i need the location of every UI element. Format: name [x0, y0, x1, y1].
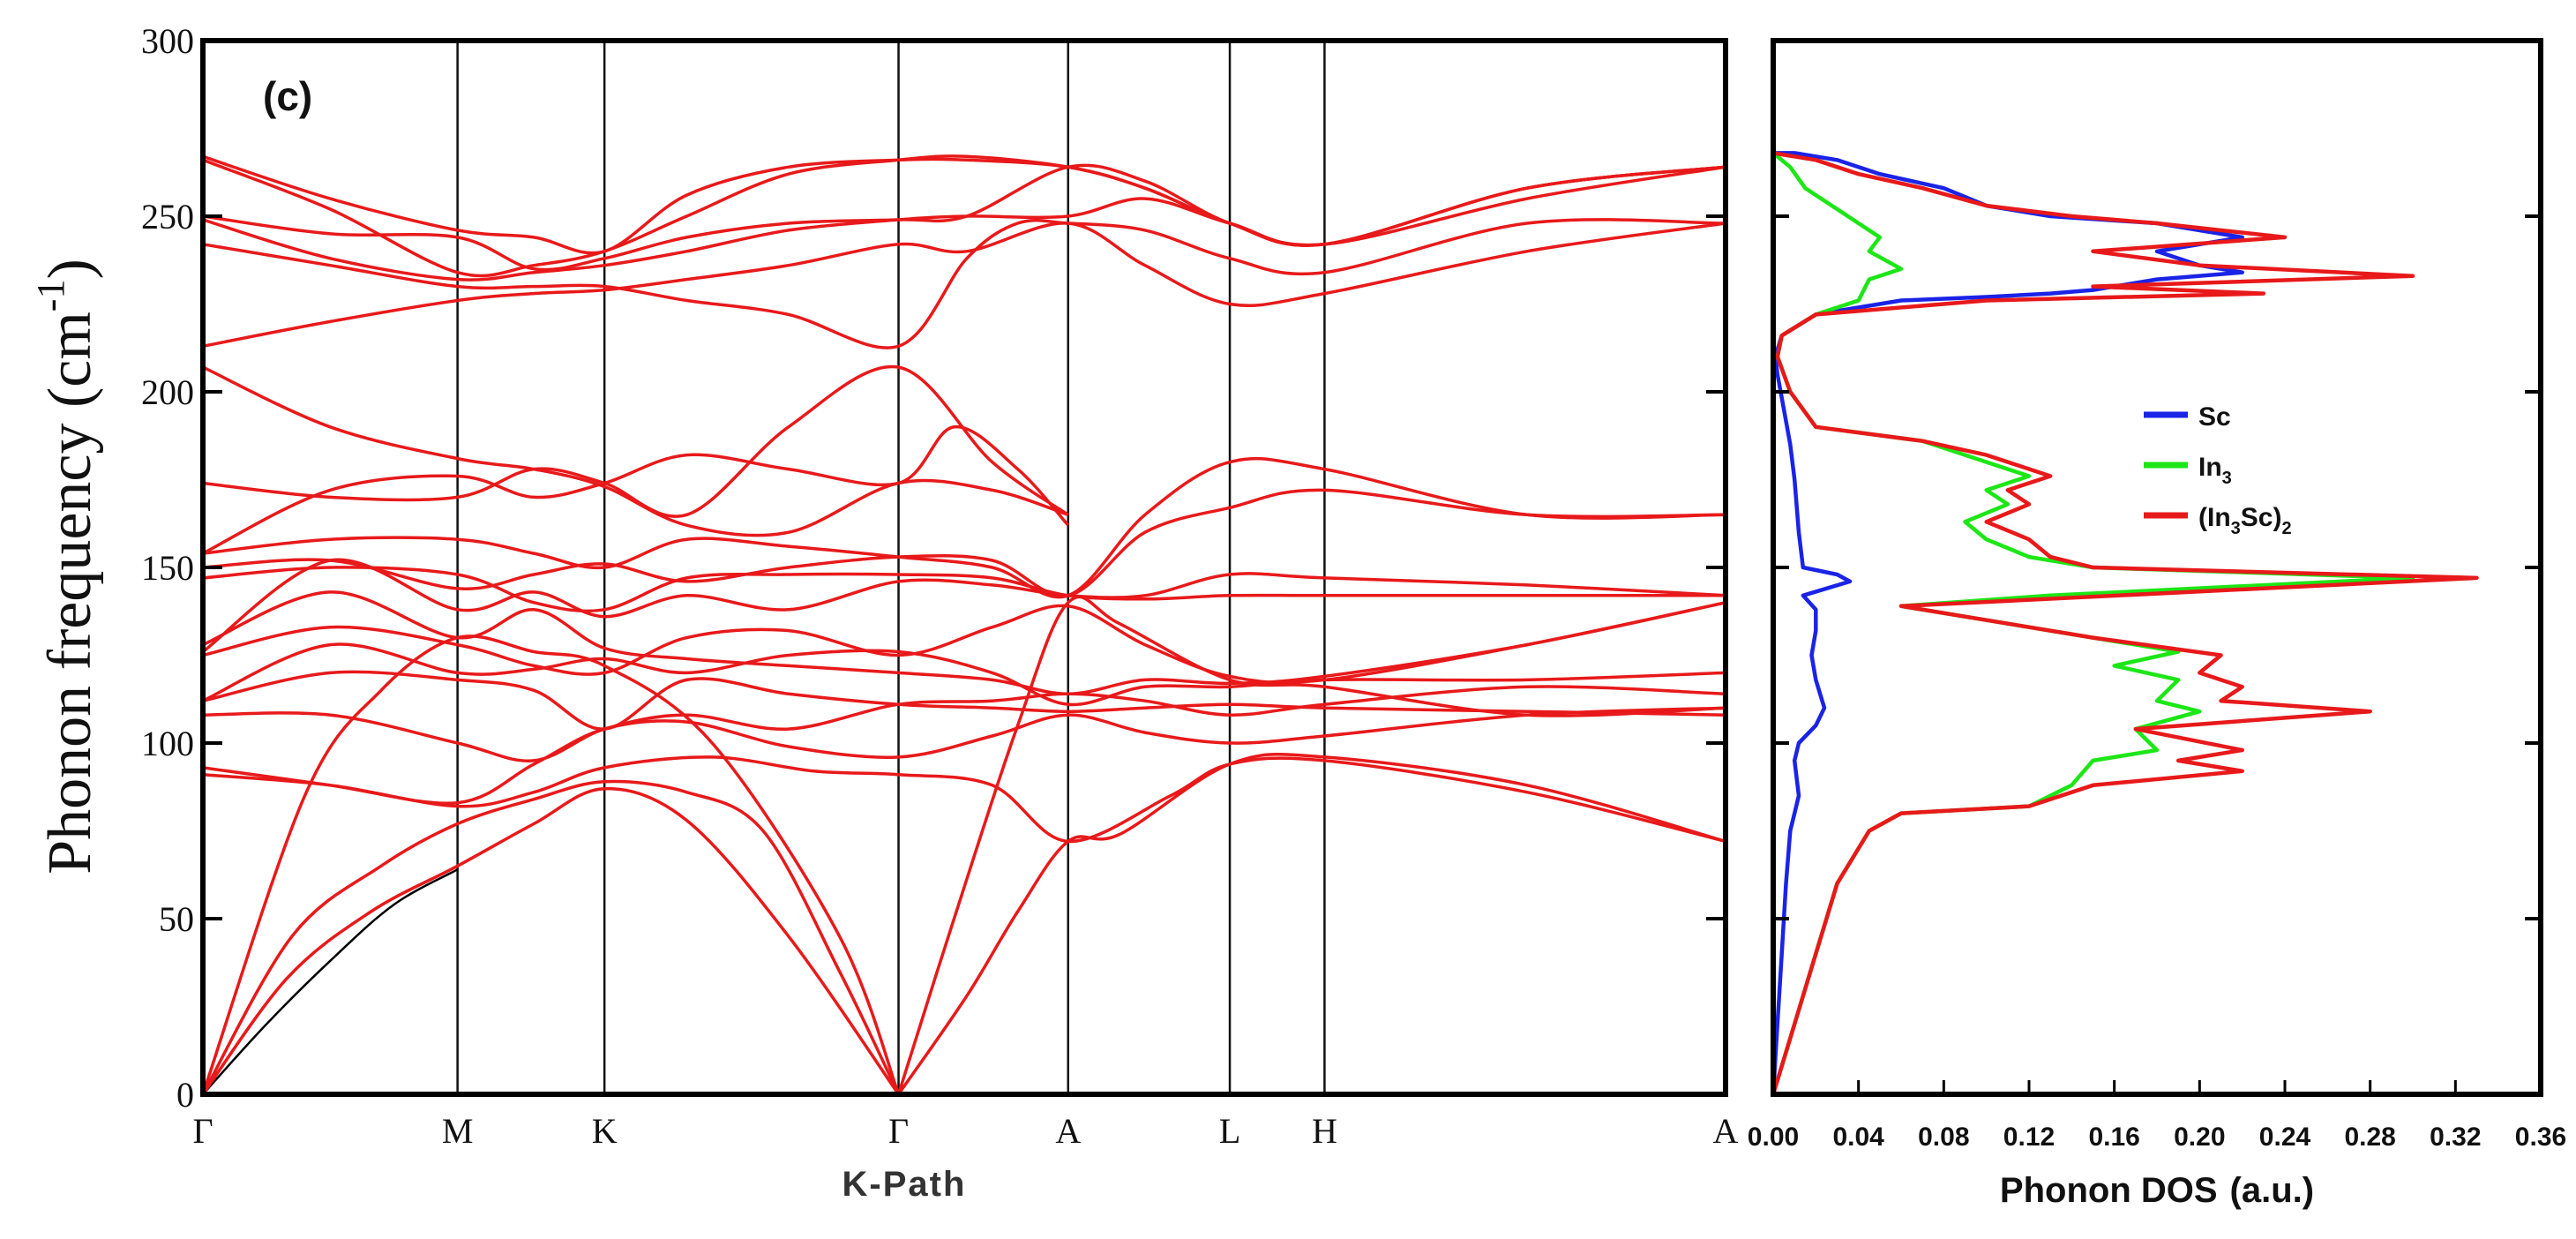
phonon-branch-19: [202, 365, 1069, 537]
phonon-branch-3: [201, 635, 901, 1095]
phonon-branch-1: [201, 786, 900, 1096]
y-tick-label: 150: [141, 548, 194, 588]
phonon-branch-17: [202, 425, 1070, 555]
dos-x-axis-title-main: Phonon DOS: [2000, 1171, 2218, 1210]
dos-x-tick-label: 0.08: [1918, 1123, 1969, 1152]
phonon-branch-13: [201, 558, 1726, 653]
legend-label-in3sc2-sub: 3: [2231, 519, 2241, 538]
dos-curve-2: [1771, 151, 2479, 1095]
panel-label: (c): [263, 73, 312, 119]
kpoint-label: H: [1312, 1111, 1337, 1151]
y-tick-label: 50: [159, 899, 194, 939]
phonon-branch-18: [202, 364, 1069, 518]
legend-entry-in3: In3: [2144, 453, 2232, 488]
y-axis-title-superscript: -1: [29, 280, 72, 312]
legend-label-in3sc2-main: (In: [2198, 503, 2231, 532]
y-tick-label: 250: [141, 197, 194, 237]
phonon-branch-23: [202, 163, 1726, 272]
dos-curves: [1771, 151, 2479, 1095]
legend-label-in3sc2-suffix-sub: 2: [2281, 519, 2291, 538]
phonon-branch-12: [202, 590, 1726, 696]
y-tick-label: 200: [141, 372, 194, 412]
legend-label-sc: Sc: [2198, 402, 2231, 432]
phonon-branch-7: [202, 706, 1726, 805]
dos-x-tick-label: 0.24: [2259, 1123, 2311, 1152]
y-axis-title: Phonon frequency (cm-1): [29, 259, 104, 875]
phonon-branch-14: [202, 566, 1726, 613]
y-tick-label: 300: [141, 21, 194, 61]
phonon-branch-11: [202, 601, 1726, 685]
dos-x-tick-label: 0.12: [2003, 1123, 2055, 1152]
y-tick-label: 0: [176, 1075, 194, 1115]
dos-x-tick-label: 0.20: [2174, 1123, 2225, 1152]
kpoint-label: Γ: [888, 1111, 909, 1151]
kpoint-label: K: [592, 1111, 618, 1151]
phonon-branch-8: [202, 685, 1726, 762]
kpoint-label: M: [442, 1111, 474, 1151]
dos-x-ticks: 0.00 0.04 0.08 0.12 0.16 0.20 0.24 0.28 0.32 0.36: [1748, 1080, 2566, 1152]
kpoint-label: A: [1055, 1111, 1081, 1151]
x-axis-title: K-Path: [842, 1165, 967, 1204]
legend-label-in3: In3: [2198, 453, 2232, 488]
dos-x-tick-label: 0.28: [2344, 1123, 2395, 1152]
dos-x-tick-label: 0.16: [2088, 1123, 2139, 1152]
y-tick-label: 100: [141, 724, 194, 763]
dos-x-tick-label: 0.00: [1748, 1123, 1799, 1152]
phonon-branch-4: [897, 753, 1726, 1095]
band-plot-frame: [200, 38, 1728, 1097]
phonon-branch-15: [202, 488, 1726, 597]
dos-legend: Sc In3 (In3Sc)2: [2144, 402, 2292, 538]
phonon-branch-16: [202, 456, 1726, 599]
legend-label-in3-main: In: [2198, 453, 2222, 482]
y-axis-title-close: ): [36, 259, 104, 279]
phonon-branch-5: [896, 595, 1726, 1095]
kpoint-label: L: [1219, 1111, 1240, 1151]
phonon-branch-6: [202, 755, 1726, 844]
phonon-branch-25: [202, 154, 1726, 255]
phonon-dispersion-curves: [201, 154, 1726, 1096]
dos-y-ticks: [1773, 39, 2541, 1096]
dos-x-axis-title: Phonon DOS (a.u.): [2000, 1171, 2314, 1210]
dos-x-tick-label: 0.32: [2430, 1123, 2481, 1152]
phonon-branch-20: [202, 222, 1726, 349]
phonon-dos-panel: 0.00 0.04 0.08 0.12 0.16 0.20 0.24 0.28 0.32 0.36…: [1748, 38, 2566, 1210]
dos-curve-1: [1771, 151, 2415, 1095]
dos-x-tick-label: 0.36: [2515, 1123, 2566, 1152]
kpoint-label: A: [1713, 1111, 1739, 1151]
legend-entry-sc: Sc: [2144, 402, 2231, 432]
phonon-branch-2: [201, 779, 901, 1095]
dos-x-axis-title-unit: (a.u.): [2230, 1171, 2315, 1210]
legend-label-in3sc2: (In3Sc)2: [2198, 503, 2292, 538]
phonon-branch-9: [202, 670, 1726, 731]
band-y-ticks: 0 50 100 150 200 250 300: [141, 21, 1726, 1115]
kpoint-label: Γ: [192, 1111, 213, 1151]
phonon-branch-0: [202, 868, 459, 1095]
legend-label-in3-sub: 3: [2222, 469, 2232, 488]
dos-x-tick-label: 0.04: [1832, 1123, 1884, 1152]
legend-entry-in3sc2: (In3Sc)2: [2144, 503, 2292, 538]
band-structure-panel: 0 50 100 150 200 250 300 Γ M K Γ A L H A (c) K-Path P…: [29, 21, 1739, 1204]
phonon-branch-10: [202, 642, 1726, 707]
phonon-branch-21: [202, 218, 1726, 349]
legend-label-in3sc2-suffix: Sc): [2241, 503, 2282, 532]
y-axis-title-main: Phonon frequency (cm: [36, 312, 104, 875]
